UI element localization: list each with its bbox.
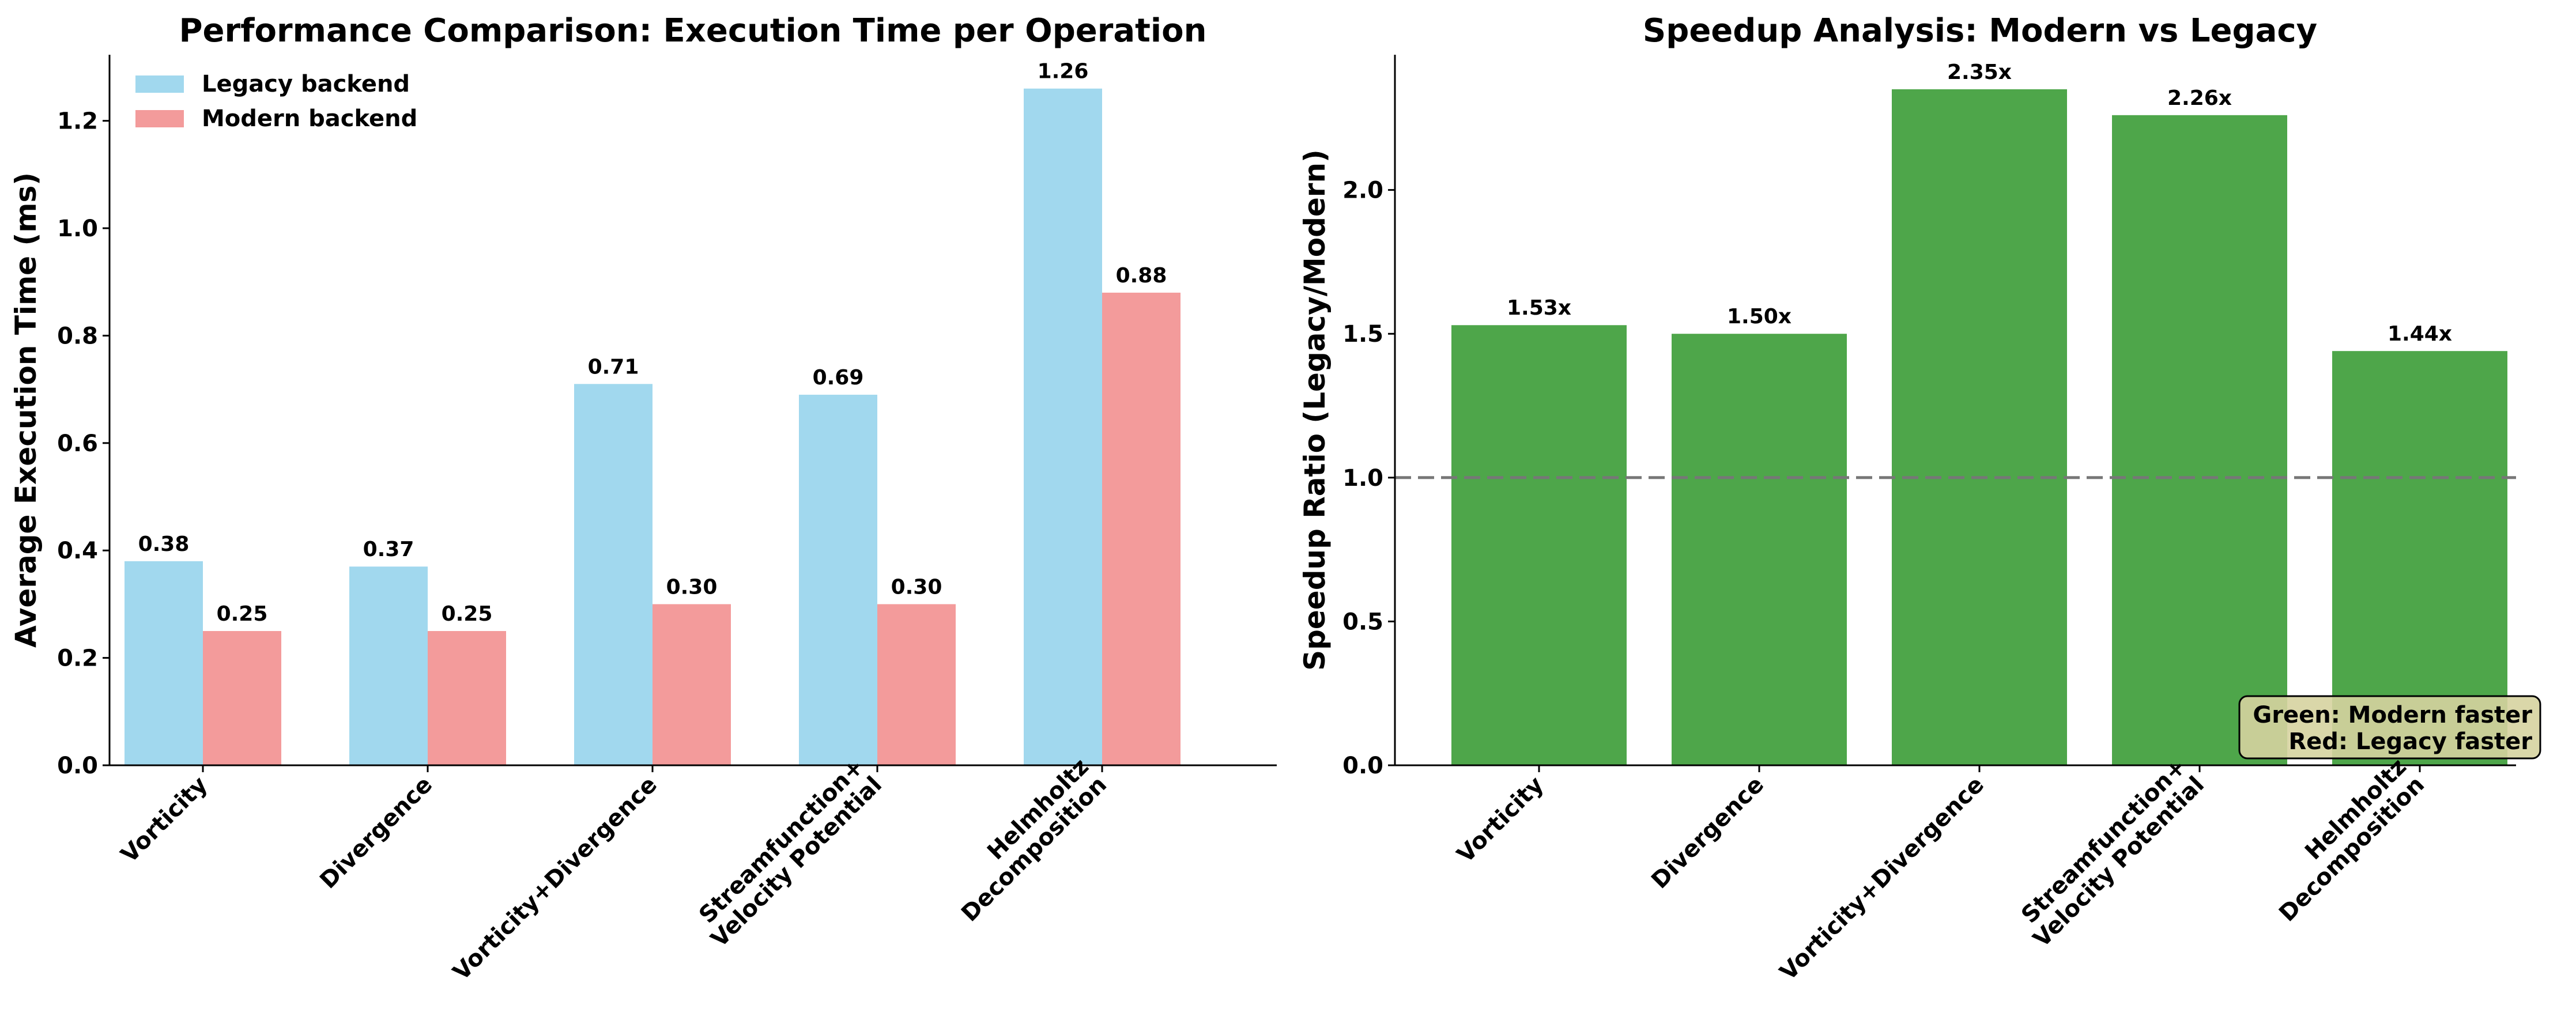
y-tick-label: 1.2: [57, 108, 98, 135]
bar-legacy-backend-vorticity-divergence: [574, 384, 653, 765]
y-tick-label: 0.5: [1342, 609, 1383, 635]
data-label: 0.30: [666, 575, 718, 599]
x-tick-label-helmholtz-decomposition: HelmholtzDecomposition: [938, 753, 1112, 927]
bar-speedup-divergence: [1672, 334, 1847, 765]
legend-label: Legacy backend: [202, 71, 410, 97]
data-label: 1.26: [1038, 60, 1089, 84]
y-tick-label: 0.4: [57, 538, 98, 564]
x-tick-label-divergence: Divergence: [1646, 772, 1769, 894]
x-tick-label-line: Divergence: [315, 772, 437, 894]
data-label: 0.71: [588, 355, 639, 379]
y-tick-label: 0.0: [57, 753, 98, 779]
data-label: 1.53x: [1507, 296, 1571, 320]
chart-title: Performance Comparison: Execution Time p…: [179, 12, 1207, 50]
x-tick-label-line: Streamfunction+: [694, 753, 869, 928]
bar-modern-backend-streamfunction-velocity-potential: [877, 604, 956, 765]
y-tick-label: 0.2: [57, 645, 98, 672]
legend-swatch-legacy-backend: [135, 75, 184, 93]
x-tick-label-streamfunction-velocity-potential: Streamfunction+Velocity Potential: [2011, 753, 2210, 953]
legend-swatch-modern-backend: [135, 110, 184, 127]
x-tick-label-line: Velocity Potential: [706, 772, 887, 953]
data-label: 0.88: [1116, 264, 1167, 288]
x-tick-label-vorticity-divergence: Vorticity+Divergence: [1775, 772, 1989, 986]
y-tick-label: 0.0: [1342, 753, 1383, 779]
x-tick-label-helmholtz-decomposition: HelmholtzDecomposition: [2256, 753, 2430, 927]
y-axis-label: Speedup Ratio (Legacy/Modern): [1298, 149, 1332, 671]
x-tick-label-line: Vorticity: [1452, 772, 1549, 868]
bar-speedup-streamfunction-velocity-potential: [2112, 115, 2287, 765]
bar-modern-backend-vorticity-divergence: [653, 604, 731, 765]
bar-legacy-backend-divergence: [349, 566, 428, 765]
bar-modern-backend-vorticity: [203, 631, 281, 765]
x-tick-label-line: Vorticity: [116, 772, 213, 868]
execution-time-chart: Performance Comparison: Execution Time p…: [9, 12, 1277, 985]
speedup-chart: Speedup Analysis: Modern vs Legacy Speedu…: [1298, 12, 2541, 986]
x-tick-label-vorticity: Vorticity: [1452, 772, 1549, 868]
annotation-text: Green: Modern faster: [2253, 702, 2532, 728]
y-tick-label: 0.6: [57, 430, 98, 457]
data-label: 0.37: [363, 538, 414, 561]
bar-legacy-backend-streamfunction-velocity-potential: [799, 394, 877, 765]
bar-speedup-vorticity: [1451, 325, 1627, 765]
data-label: 0.25: [217, 602, 268, 626]
x-tick-label-line: Vorticity+Divergence: [1775, 772, 1989, 986]
legend-label: Modern backend: [202, 105, 417, 132]
data-label: 0.25: [442, 602, 493, 626]
x-tick-label-line: Streamfunction+: [2016, 753, 2192, 928]
x-tick-label-vorticity-divergence: Vorticity+Divergence: [448, 772, 662, 986]
data-label: 1.44x: [2388, 322, 2452, 346]
x-tick-label-streamfunction-velocity-potential: Streamfunction+Velocity Potential: [688, 753, 888, 953]
annotation-box: [2238, 695, 2541, 760]
chart-title: Speedup Analysis: Modern vs Legacy: [1643, 12, 2317, 50]
bar-legacy-backend-vorticity: [125, 561, 203, 765]
data-label: 0.38: [138, 532, 190, 556]
y-tick-label: 0.8: [57, 323, 98, 349]
data-label: 0.30: [891, 575, 942, 599]
y-tick-label: 1.0: [1342, 465, 1383, 492]
x-tick-label-line: Vorticity+Divergence: [448, 772, 662, 986]
data-label: 2.35x: [1947, 61, 2012, 84]
y-tick-label: 2.0: [1342, 177, 1383, 204]
bar-modern-backend-divergence: [428, 631, 506, 765]
bar-speedup-vorticity-divergence: [1892, 89, 2067, 765]
data-label: 0.69: [813, 366, 864, 390]
x-tick-label-divergence: Divergence: [315, 772, 437, 894]
y-tick-label: 1.5: [1342, 321, 1383, 347]
bar-legacy-backend-helmholtz-decomposition: [1024, 88, 1102, 766]
y-axis-label: Average Execution Time (ms): [9, 172, 43, 648]
bar-modern-backend-helmholtz-decomposition: [1102, 292, 1180, 765]
x-tick-label-line: Divergence: [1646, 772, 1769, 894]
x-tick-label-vorticity: Vorticity: [116, 772, 213, 868]
data-label: 1.50x: [1727, 305, 1791, 328]
annotation-text: Red: Legacy faster: [2288, 728, 2532, 755]
y-tick-label: 1.0: [57, 216, 98, 242]
x-tick-label-line: Velocity Potential: [2028, 772, 2209, 953]
data-label: 2.26x: [2167, 86, 2232, 110]
